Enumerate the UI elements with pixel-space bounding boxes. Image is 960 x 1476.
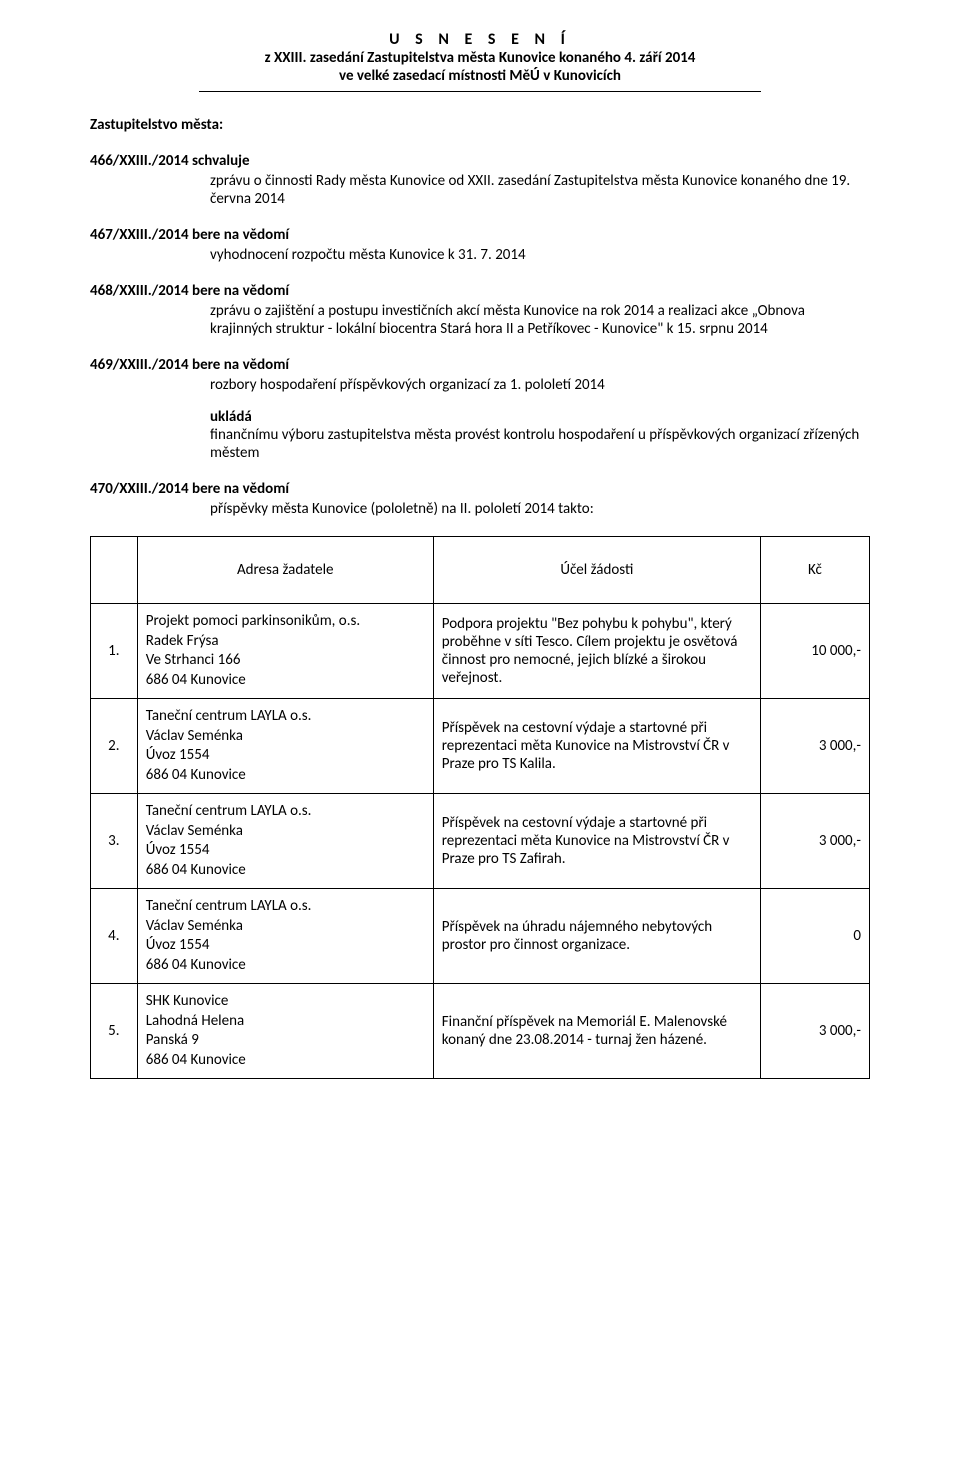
resolution-text: příspěvky města Kunovice (pololetně) na … bbox=[210, 500, 870, 518]
row-purpose: Příspěvek na cestovní výdaje a startovné… bbox=[433, 794, 760, 889]
resolution-text: zprávu o činnosti Rady města Kunovice od… bbox=[210, 172, 870, 208]
table-row: 3.Taneční centrum LAYLA o.s.Václav Semén… bbox=[91, 794, 870, 889]
document-header: U S N E S E N Í z XXIII. zasedání Zastup… bbox=[90, 30, 870, 85]
resolution-block: 470/XXIII./2014 bere na vědomí příspěvky … bbox=[90, 480, 870, 518]
resolution-id: 469/XXIII./2014 bere na vědomí bbox=[90, 356, 289, 374]
row-amount: 0 bbox=[760, 889, 869, 984]
resolution-text: vyhodnocení rozpočtu města Kunovice k 31… bbox=[210, 246, 870, 264]
col-amount: Kč bbox=[760, 537, 869, 604]
row-number: 1. bbox=[91, 604, 138, 699]
resolution-id: 468/XXIII./2014 bere na vědomí bbox=[90, 282, 289, 300]
row-amount: 3 000,- bbox=[760, 984, 869, 1079]
table-row: 2.Taneční centrum LAYLA o.s.Václav Semén… bbox=[91, 699, 870, 794]
row-amount: 10 000,- bbox=[760, 604, 869, 699]
header-title: U S N E S E N Í bbox=[90, 30, 870, 49]
col-blank bbox=[91, 537, 138, 604]
resolution-sub: ukládáfinančnímu výboru zastupitelstva m… bbox=[210, 408, 870, 462]
table-header-row: Adresa žadatele Účel žádosti Kč bbox=[91, 537, 870, 604]
row-purpose: Finanční příspěvek na Memoriál E. Maleno… bbox=[433, 984, 760, 1079]
resolution-id: 466/XXIII./2014 schvaluje bbox=[90, 152, 250, 170]
row-amount: 3 000,- bbox=[760, 794, 869, 889]
col-applicant: Adresa žadatele bbox=[137, 537, 433, 604]
resolution-id: 470/XXIII./2014 bere na vědomí bbox=[90, 480, 289, 498]
resolution-block: 466/XXIII./2014 schvaluje zprávu o činnos… bbox=[90, 152, 870, 208]
resolution-text: rozbory hospodaření příspěvkových organi… bbox=[210, 376, 870, 394]
header-divider bbox=[199, 91, 761, 92]
row-purpose: Podpora projektu "Bez pohybu k pohybu", … bbox=[433, 604, 760, 699]
row-applicant: SHK KunoviceLahodná HelenaPanská 9686 04… bbox=[137, 984, 433, 1079]
resolution-sub-text: finančnímu výboru zastupitelstva města p… bbox=[210, 426, 870, 462]
row-applicant: Taneční centrum LAYLA o.s.Václav Seménka… bbox=[137, 794, 433, 889]
resolution-block: 469/XXIII./2014 bere na vědomí rozbory ho… bbox=[90, 356, 870, 462]
resolution-sub-verb: ukládá bbox=[210, 408, 870, 426]
row-applicant: Taneční centrum LAYLA o.s.Václav Seménka… bbox=[137, 889, 433, 984]
row-number: 3. bbox=[91, 794, 138, 889]
col-purpose: Účel žádosti bbox=[433, 537, 760, 604]
header-subtitle-2: ve velké zasedací místnosti MěÚ v Kunovi… bbox=[90, 67, 870, 85]
row-applicant: Taneční centrum LAYLA o.s.Václav Seménka… bbox=[137, 699, 433, 794]
row-purpose: Příspěvek na cestovní výdaje a startovné… bbox=[433, 699, 760, 794]
row-amount: 3 000,- bbox=[760, 699, 869, 794]
resolution-block: 467/XXIII./2014 bere na vědomí vyhodnocen… bbox=[90, 226, 870, 264]
row-number: 5. bbox=[91, 984, 138, 1079]
row-number: 4. bbox=[91, 889, 138, 984]
table-row: 1.Projekt pomoci parkinsonikům, o.s.Rade… bbox=[91, 604, 870, 699]
resolution-block: 468/XXIII./2014 bere na vědomí zprávu o z… bbox=[90, 282, 870, 338]
resolutions-list: 466/XXIII./2014 schvaluje zprávu o činnos… bbox=[90, 152, 870, 518]
grants-table: Adresa žadatele Účel žádosti Kč 1.Projek… bbox=[90, 536, 870, 1079]
resolution-text: zprávu o zajištění a postupu investičníc… bbox=[210, 302, 870, 338]
row-applicant: Projekt pomoci parkinsonikům, o.s.Radek … bbox=[137, 604, 433, 699]
row-purpose: Příspěvek na úhradu nájemného nebytových… bbox=[433, 889, 760, 984]
table-row: 5.SHK KunoviceLahodná HelenaPanská 9686 … bbox=[91, 984, 870, 1079]
intro-label: Zastupitelstvo města: bbox=[90, 116, 870, 134]
table-row: 4.Taneční centrum LAYLA o.s.Václav Semén… bbox=[91, 889, 870, 984]
row-number: 2. bbox=[91, 699, 138, 794]
resolution-id: 467/XXIII./2014 bere na vědomí bbox=[90, 226, 289, 244]
header-subtitle-1: z XXIII. zasedání Zastupitelstva města K… bbox=[90, 49, 870, 67]
